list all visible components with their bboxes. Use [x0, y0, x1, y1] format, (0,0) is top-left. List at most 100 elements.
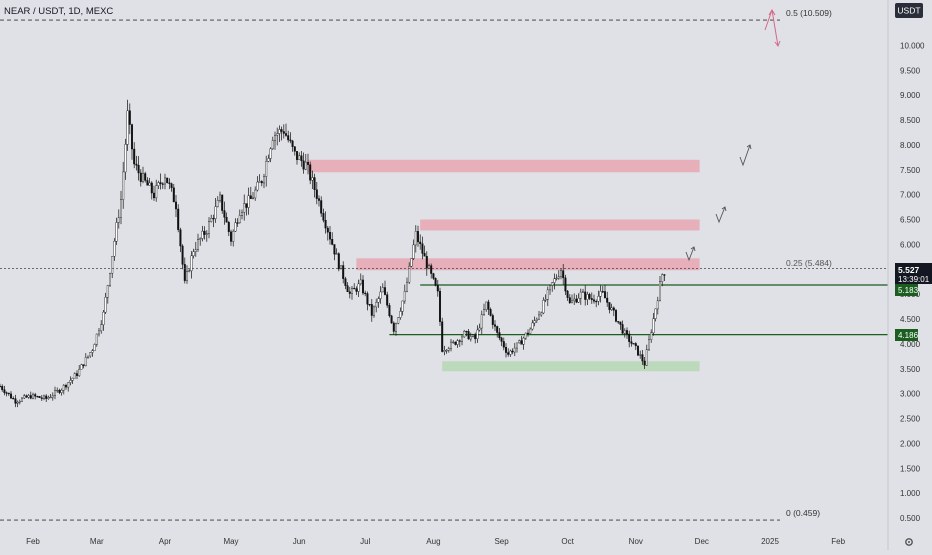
- candle-body: [654, 308, 657, 319]
- candle-body: [313, 177, 316, 190]
- candle-body: [364, 292, 367, 295]
- time-scale[interactable]: Feb Mar Apr May Jun Jul Aug Sep Oct Nov Dec 2025 Feb: [26, 537, 846, 546]
- currency-button[interactable]: USDT: [895, 3, 923, 18]
- candles-layer: [0, 99, 666, 408]
- candle-body: [238, 215, 241, 223]
- price-tick-label: 0.500: [900, 514, 921, 523]
- candle-body: [304, 161, 307, 170]
- candle-body: [353, 287, 356, 290]
- candle-body: [117, 217, 120, 223]
- candle-body: [170, 183, 173, 188]
- arrow-pink-head-up: [768, 9, 776, 16]
- candle-body: [392, 322, 395, 332]
- candle-body: [124, 144, 127, 173]
- candle-body: [285, 133, 288, 136]
- time-label: May: [223, 537, 238, 546]
- candle-body: [346, 285, 349, 292]
- candle-body: [177, 208, 180, 230]
- candle-body: [300, 155, 303, 162]
- candle-body: [513, 347, 516, 353]
- candle-body: [498, 332, 501, 339]
- zones-layer: [308, 159, 700, 372]
- arrow-gray-head-3: [690, 246, 696, 252]
- candle-body: [185, 271, 188, 281]
- candle-body: [584, 291, 587, 300]
- candle-body: [128, 110, 131, 125]
- candle-body: [650, 332, 653, 340]
- candle-body: [240, 212, 243, 216]
- resistance-zone-2: [420, 219, 700, 231]
- candle-body: [518, 340, 521, 344]
- candle-body: [375, 302, 378, 308]
- candle-body: [115, 222, 118, 242]
- candle-body: [522, 337, 525, 345]
- last-price-value: 5.527: [898, 265, 920, 275]
- candle-body: [384, 287, 387, 295]
- candle-body: [251, 197, 254, 199]
- candle-body: [593, 299, 596, 302]
- candle-body: [196, 239, 199, 250]
- candle-body: [359, 279, 362, 285]
- price-tick-label: 2.500: [900, 415, 921, 424]
- price-tick-label: 3.500: [900, 365, 921, 374]
- candle-body: [562, 270, 565, 279]
- candle-body: [652, 318, 655, 334]
- candle-body: [25, 395, 28, 398]
- candle-body: [232, 230, 235, 242]
- arrow-gray-icon-3: [685, 246, 695, 262]
- candle-body: [467, 331, 470, 340]
- candle-body: [106, 285, 109, 298]
- time-label: Feb: [831, 537, 845, 546]
- candle-body: [38, 396, 41, 398]
- candle-body: [130, 124, 133, 150]
- price-tick-label: 9.500: [900, 66, 921, 75]
- candle-body: [58, 389, 61, 393]
- candle-body: [621, 324, 624, 334]
- candle-body: [40, 397, 43, 399]
- candle-body: [480, 314, 483, 329]
- candle-body: [111, 256, 114, 274]
- candle-body: [659, 281, 662, 302]
- candle-body: [201, 230, 204, 239]
- candle-body: [502, 341, 505, 348]
- candle-body: [135, 163, 138, 166]
- candle-body: [617, 321, 620, 323]
- candle-body: [155, 185, 158, 199]
- candle-body: [645, 349, 648, 366]
- candle-body: [326, 227, 329, 233]
- candle-body: [254, 189, 257, 199]
- candle-body: [619, 321, 622, 325]
- price-tick-label: 8.000: [900, 141, 921, 150]
- candle-body: [337, 253, 340, 270]
- candle-body: [577, 298, 580, 303]
- last-price-badge-bg: [895, 263, 932, 284]
- candle-body: [144, 173, 147, 181]
- candle-body: [456, 340, 459, 345]
- level-badge-lower-value: 4.186: [898, 331, 919, 340]
- candle-body: [159, 182, 162, 184]
- candle-body: [478, 327, 481, 331]
- candle-body: [104, 297, 107, 313]
- candle-body: [119, 199, 122, 218]
- candle-body: [568, 297, 571, 303]
- candle-body: [575, 298, 578, 303]
- candle-body: [91, 350, 94, 353]
- candle-body: [579, 291, 582, 299]
- candle-body: [425, 256, 428, 269]
- candle-body: [641, 354, 644, 362]
- candle-body: [538, 314, 541, 320]
- candle-body: [632, 343, 635, 345]
- candle-body: [287, 135, 290, 141]
- candle-body: [86, 355, 89, 358]
- candle-body: [56, 389, 59, 392]
- candle-body: [469, 336, 472, 340]
- candle-body: [500, 337, 503, 342]
- candle-body: [174, 201, 177, 210]
- candle-body: [157, 182, 160, 186]
- candle-body: [573, 298, 576, 302]
- candle-body: [5, 392, 8, 394]
- price-tick-label: 1.500: [900, 464, 921, 473]
- gear-icon[interactable]: [905, 538, 913, 546]
